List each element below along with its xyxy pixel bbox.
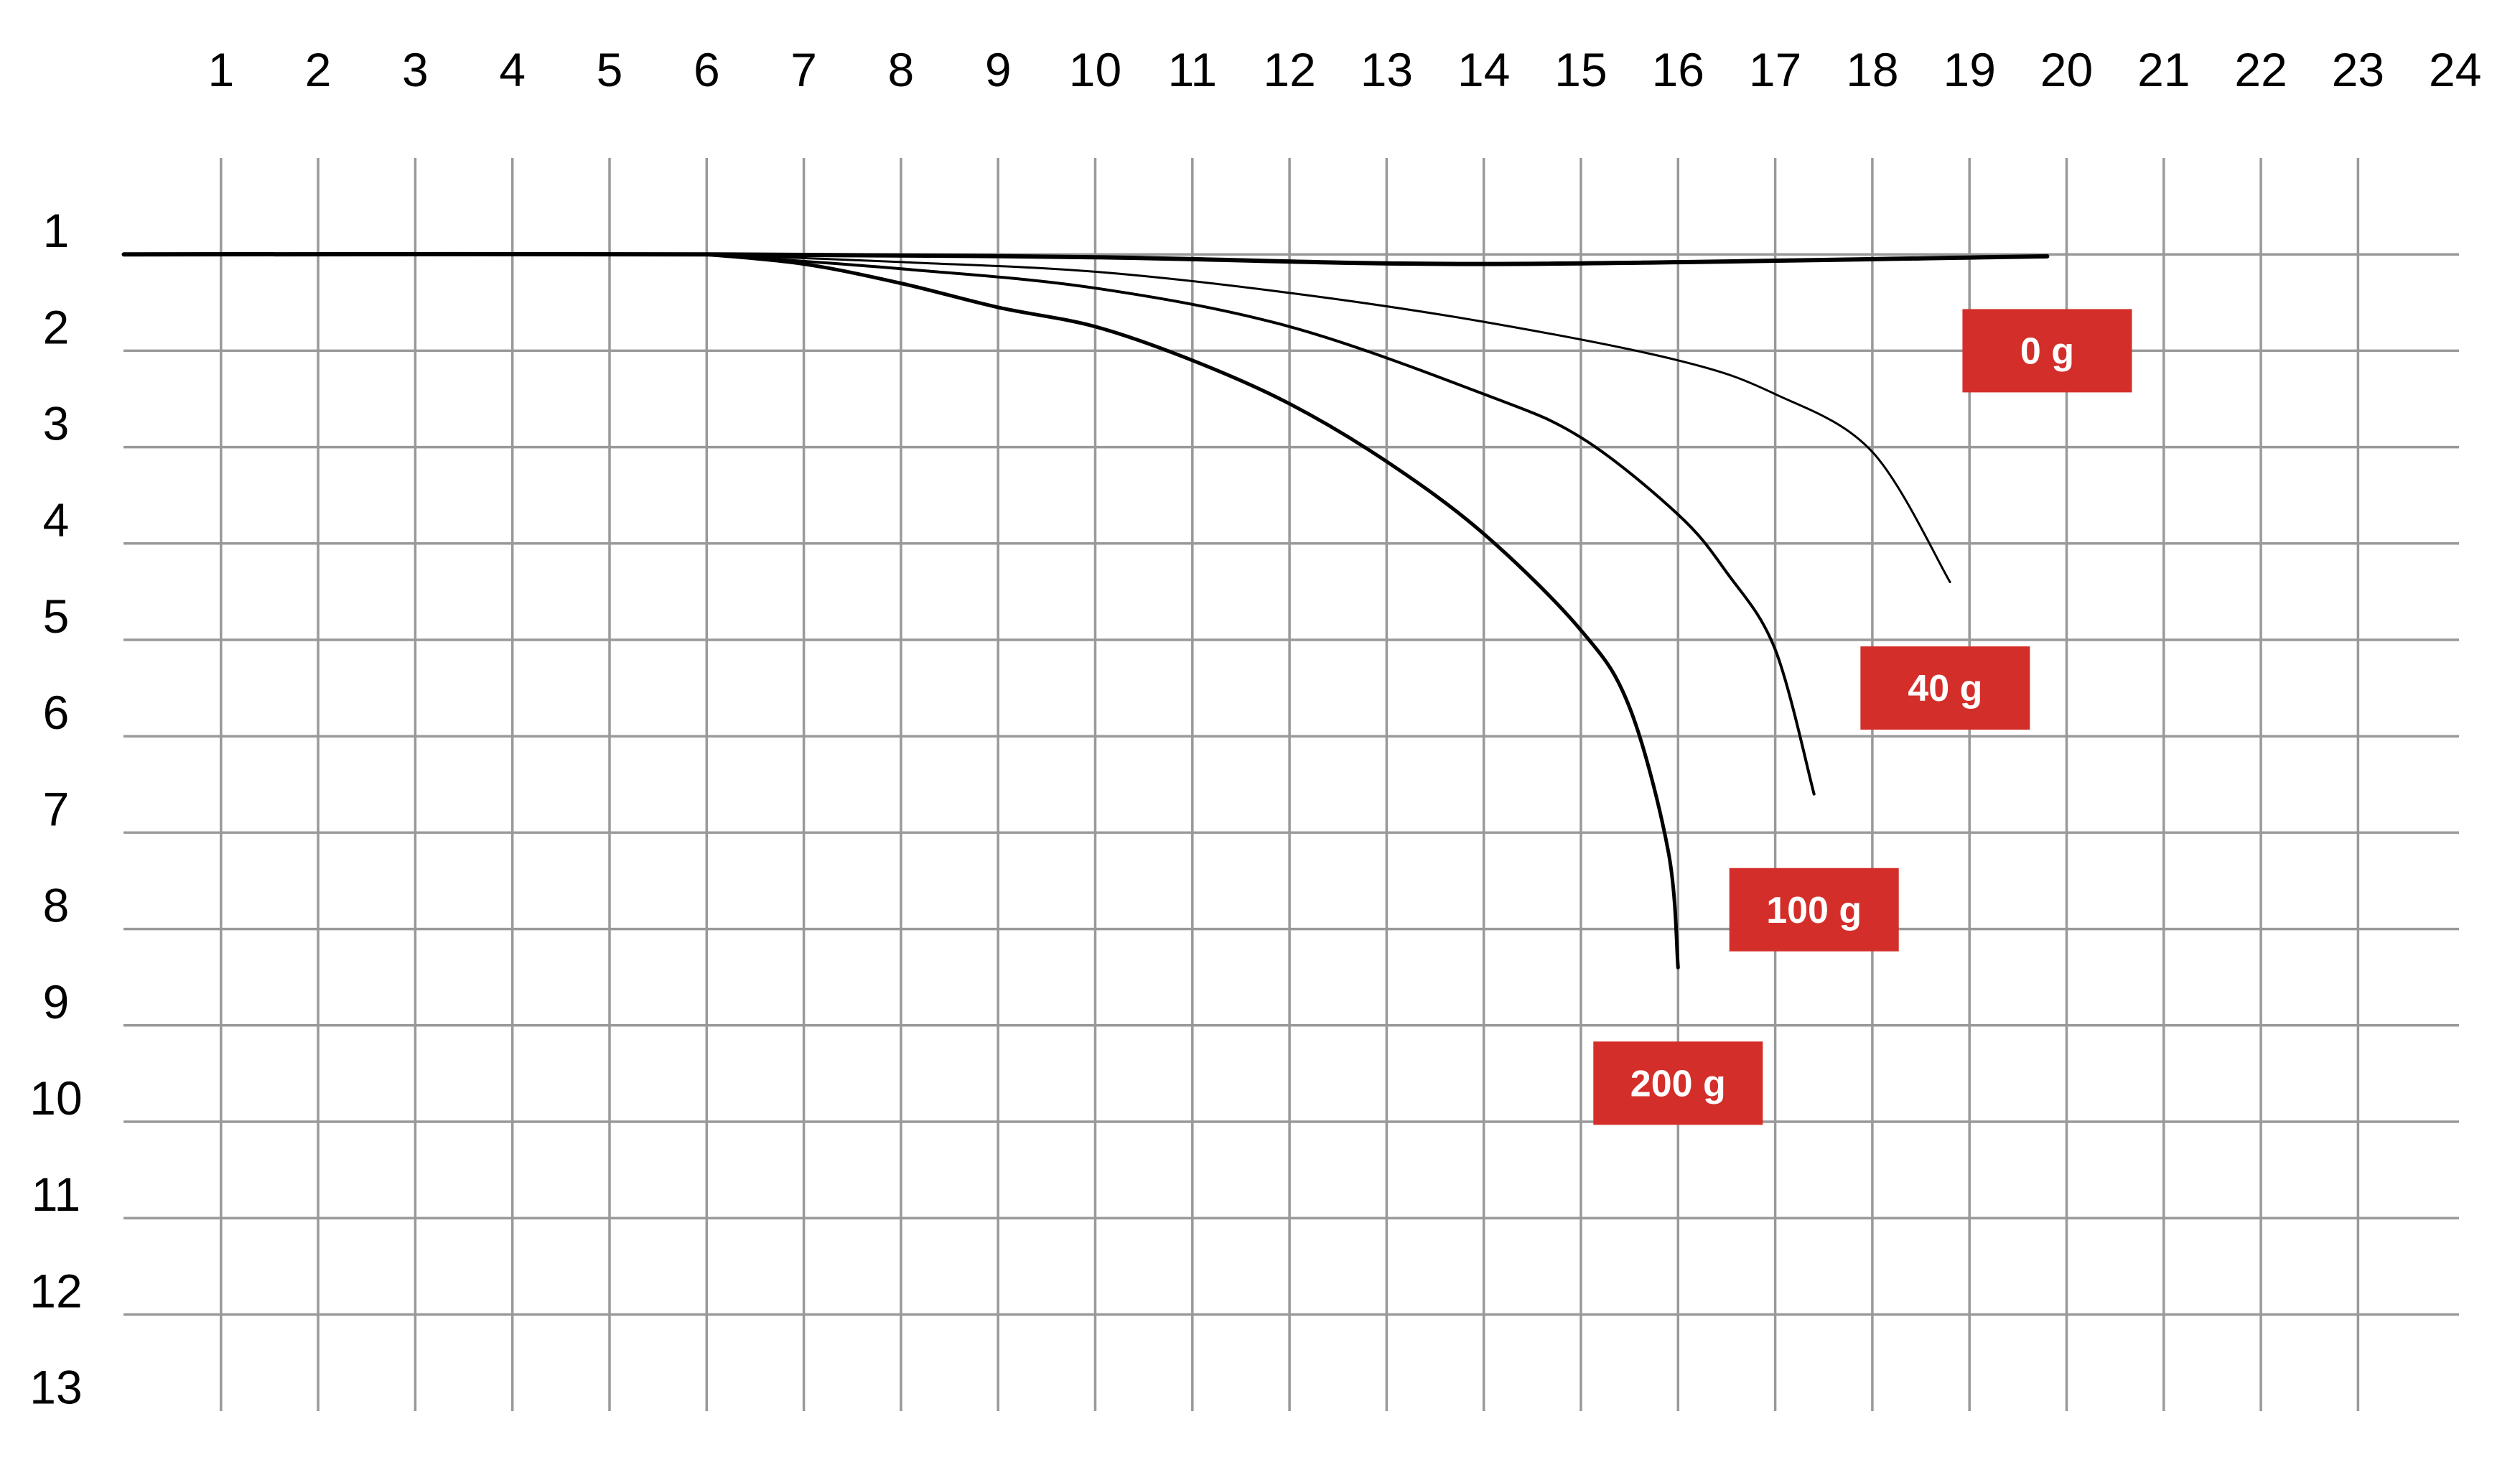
y-tick-label: 13 [29, 1361, 82, 1414]
x-tick-label: 15 [1554, 43, 1607, 96]
weight-badge-text: 0 g [2020, 330, 2074, 372]
x-tick-label: 19 [1943, 43, 1995, 96]
y-tick-label: 10 [29, 1071, 82, 1125]
x-tick-label: 21 [2137, 43, 2190, 96]
x-tick-label: 8 [888, 43, 915, 96]
x-tick-label: 11 [1168, 43, 1218, 96]
weight-badge: 100 g [1729, 868, 1899, 952]
x-tick-label: 9 [985, 43, 1012, 96]
x-tick-label: 10 [1069, 43, 1121, 96]
weight-badge-bg [1860, 646, 2030, 730]
x-tick-label: 23 [2332, 43, 2384, 96]
x-tick-label: 24 [2429, 43, 2481, 96]
y-tick-label: 2 [43, 300, 70, 353]
curve-1 [121, 251, 2050, 266]
curve-3 [705, 253, 1816, 796]
y-tick-label: 9 [43, 975, 70, 1028]
x-tick-label: 2 [305, 43, 332, 96]
x-tick-label: 18 [1846, 43, 1898, 96]
x-tick-label: 7 [790, 43, 817, 96]
x-tick-label: 17 [1749, 43, 1801, 96]
weight-badge-text: 40 g [1908, 668, 1982, 710]
weight-labels: 0 g 40 g 100 g 200 g [1593, 309, 2132, 1125]
weight-badge-bg [1729, 868, 1899, 952]
x-tick-label: 6 [694, 43, 720, 96]
x-tick-label: 14 [1457, 43, 1510, 96]
y-tick-label: 7 [43, 782, 70, 835]
y-tick-label: 5 [43, 590, 70, 643]
x-tick-label: 5 [597, 43, 623, 96]
x-tick-label: 1 [207, 43, 234, 96]
x-tick-label: 22 [2234, 43, 2287, 96]
y-tick-label: 1 [43, 204, 70, 257]
weight-badge-bg [1962, 309, 2132, 393]
weight-badge: 40 g [1860, 646, 2030, 730]
curve-4 [704, 252, 1680, 969]
y-tick-label: 8 [43, 879, 70, 932]
weight-badge: 200 g [1593, 1041, 1763, 1125]
y-tick-label: 4 [43, 493, 70, 547]
x-tick-label: 4 [499, 43, 526, 96]
x-tick-label: 13 [1361, 43, 1413, 96]
weight-badge-text: 100 g [1766, 890, 1862, 931]
x-tick-label: 20 [2040, 43, 2093, 96]
x-tick-label: 12 [1263, 43, 1315, 96]
y-tick-label: 6 [43, 686, 70, 739]
y-tick-label: 11 [32, 1168, 81, 1221]
y-tick-label: 3 [43, 397, 70, 450]
weight-badge-text: 200 g [1630, 1063, 1726, 1104]
grid [123, 158, 2459, 1411]
x-axis-ticks: 1 2 3 4 5 6 7 8 9 10 11 12 13 14 15 16 17 18 19 20 21 22 23 24 [207, 43, 2481, 96]
curves [121, 251, 2050, 969]
curve-2 [705, 253, 1951, 583]
x-tick-label: 16 [1652, 43, 1704, 96]
weight-badge-bg [1593, 1041, 1763, 1125]
y-tick-label: 12 [29, 1264, 82, 1317]
x-tick-label: 3 [402, 43, 429, 96]
weight-badge: 0 g [1962, 309, 2132, 393]
